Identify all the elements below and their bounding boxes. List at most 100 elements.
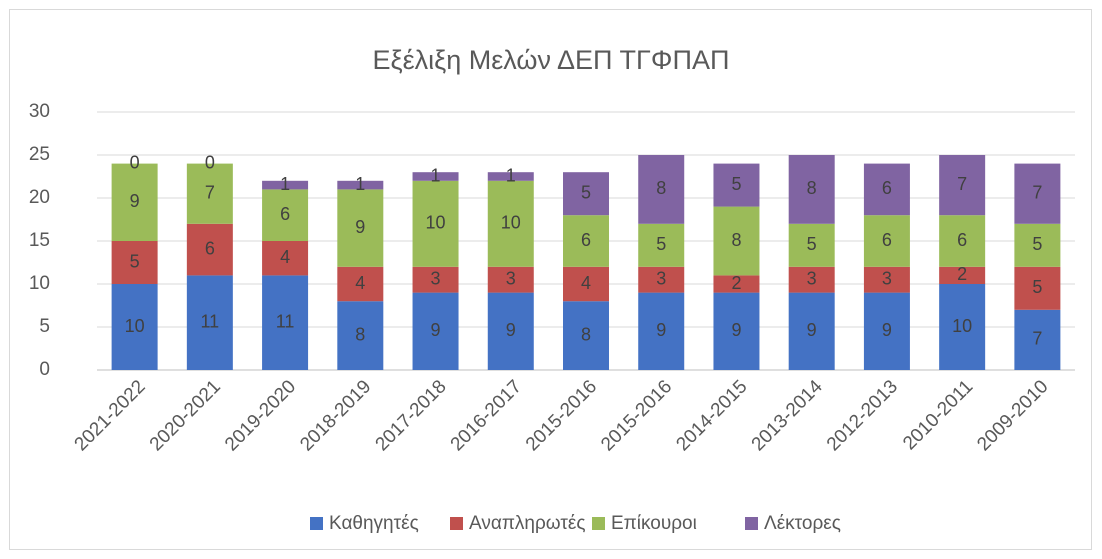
- data-label: 8: [656, 178, 666, 198]
- y-tick-label: 25: [29, 144, 50, 165]
- bar-segment: [863, 292, 910, 370]
- bar-segment: [337, 266, 384, 302]
- bar-segment: [863, 215, 910, 267]
- bar-segment: [788, 266, 835, 293]
- legend-swatch: [592, 517, 605, 530]
- data-label: 7: [205, 182, 215, 202]
- bar-segment: [788, 292, 835, 370]
- data-label: 0: [205, 152, 215, 172]
- data-label: 2: [957, 264, 967, 284]
- bar-segment: [1014, 163, 1061, 224]
- bar-segment: [262, 189, 309, 241]
- bar-segment: [1014, 266, 1061, 310]
- data-label: 5: [656, 234, 666, 254]
- y-tick-label: 30: [29, 101, 50, 122]
- bar-segment: [186, 275, 233, 370]
- bar-segment: [563, 301, 609, 370]
- bar-segment: [186, 163, 233, 224]
- bar-segment: [412, 292, 459, 370]
- bar-segment: [638, 266, 685, 293]
- bar-segment: [487, 292, 534, 370]
- data-label: 3: [807, 268, 817, 288]
- bar-segment: [412, 266, 459, 293]
- data-label: 8: [731, 230, 741, 250]
- data-label: 1: [506, 165, 516, 185]
- data-label: 3: [506, 268, 516, 288]
- bar-segment: [563, 172, 609, 216]
- bar-segment: [412, 172, 459, 181]
- data-label: 7: [1032, 329, 1042, 349]
- legend-label: Επίκουροι: [611, 513, 697, 534]
- bar-segment: [487, 180, 534, 267]
- data-label: 8: [355, 324, 365, 344]
- data-label: 5: [581, 182, 591, 202]
- legend-label: Λέκτορες: [764, 513, 841, 534]
- bar-segment: [638, 292, 685, 370]
- bar-segment: [1014, 223, 1061, 267]
- bar-segment: [939, 155, 986, 216]
- bar-segment: [111, 163, 158, 241]
- bar-segment: [788, 155, 835, 224]
- bar-segment: [1014, 309, 1061, 370]
- data-label: 6: [882, 230, 892, 250]
- bar-segment: [713, 206, 760, 276]
- data-label: 9: [130, 191, 140, 211]
- bar-segment: [713, 163, 760, 207]
- legend-label: Αναπληρωτές: [469, 513, 586, 534]
- bar-segment: [788, 223, 835, 267]
- bar-segment: [111, 284, 158, 370]
- data-label: 1: [280, 174, 290, 194]
- data-label: 5: [1032, 277, 1042, 297]
- bar-segment: [262, 241, 309, 276]
- y-tick-label: 15: [29, 230, 50, 251]
- bar-segment: [863, 163, 910, 216]
- data-label: 5: [1032, 234, 1042, 254]
- data-label: 7: [957, 174, 967, 194]
- data-label: 4: [581, 273, 591, 293]
- data-label: 6: [280, 204, 290, 224]
- data-label: 11: [201, 311, 220, 331]
- bar-segment: [713, 275, 760, 293]
- data-label: 11: [276, 311, 295, 331]
- data-label: 9: [882, 320, 892, 340]
- bar-segment: [186, 223, 233, 276]
- data-label: 10: [501, 213, 521, 233]
- data-label: 5: [130, 251, 140, 271]
- data-label: 6: [882, 178, 892, 198]
- data-label: 7: [1032, 182, 1042, 202]
- legend-swatch: [310, 517, 323, 530]
- bar-segment: [563, 215, 609, 267]
- bar-segment: [412, 180, 459, 267]
- bar-segment: [487, 172, 534, 181]
- data-label: 2: [731, 273, 741, 293]
- legend-label: Καθηγητές: [329, 513, 419, 534]
- chart-title: Εξέλιξη Μελών ΔΕΠ ΤΓΦΠΑΠ: [373, 45, 730, 75]
- chart-border: [9, 9, 1092, 550]
- data-label: 6: [205, 238, 215, 258]
- bar-segment: [111, 241, 158, 284]
- data-label: 5: [731, 174, 741, 194]
- bar-segment: [713, 292, 760, 370]
- legend-swatch: [745, 517, 758, 530]
- data-label: 3: [656, 268, 666, 288]
- data-label: 10: [426, 213, 446, 233]
- legend-swatch: [450, 517, 463, 530]
- data-label: 10: [125, 316, 145, 336]
- bar-segment: [638, 155, 685, 224]
- bar-segment: [262, 275, 309, 370]
- data-label: 9: [807, 320, 817, 340]
- bar-segment: [939, 266, 986, 284]
- bar-segment: [337, 180, 384, 190]
- data-label: 8: [807, 178, 817, 198]
- y-tick-label: 5: [39, 316, 50, 337]
- data-label: 9: [656, 320, 666, 340]
- bar-segment: [863, 266, 910, 293]
- data-label: 0: [130, 152, 140, 172]
- y-tick-label: 20: [29, 187, 50, 208]
- bar-segment: [337, 189, 384, 267]
- data-label: 1: [431, 165, 441, 185]
- data-label: 4: [280, 247, 290, 267]
- data-label: 3: [431, 268, 441, 288]
- data-label: 6: [957, 230, 967, 250]
